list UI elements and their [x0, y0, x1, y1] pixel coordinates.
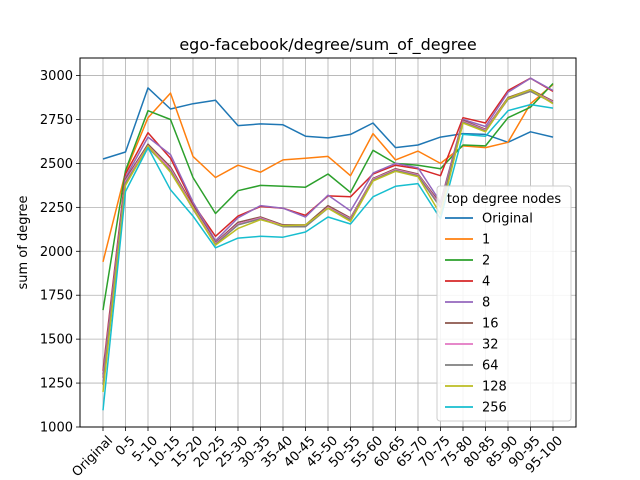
series-line-256	[102, 103, 554, 411]
y-tick-label: 1000	[40, 421, 73, 436]
x-axis: Original0-55-1010-1515-2020-2525-3030-35…	[69, 427, 566, 480]
legend-item-label: 8	[482, 296, 490, 311]
y-tick-label: 2750	[40, 113, 73, 128]
y-tick-label: 3000	[40, 69, 73, 84]
chart-title: ego-facebook/degree/sum_of_degree	[179, 35, 476, 55]
legend-item-label: 2	[482, 254, 490, 269]
legend-item-label: Original	[482, 212, 533, 227]
y-tick-label: 2500	[40, 157, 73, 172]
series-line-original	[102, 87, 554, 160]
series-line-8	[102, 77, 554, 375]
legend-box	[436, 185, 572, 422]
series-line-1	[102, 83, 554, 262]
series-line-2	[102, 82, 554, 311]
legend-item-label: 128	[482, 380, 507, 395]
y-tick-label: 1250	[40, 377, 73, 392]
legend-item-label: 256	[482, 401, 507, 416]
legend-item-label: 1	[482, 233, 490, 248]
legend-item-label: 64	[482, 359, 499, 374]
legend-title: top degree nodes	[447, 192, 562, 207]
legend: top degree nodes Original 1 2 4 8 16 32 64 128 256	[436, 185, 572, 422]
series-line-16	[102, 88, 554, 378]
y-axis-label: sum of degree	[16, 195, 31, 289]
x-tick-label: Original	[69, 433, 116, 480]
series-line-128	[102, 88, 554, 392]
legend-item-label: 16	[482, 317, 499, 332]
y-tick-label: 2250	[40, 201, 73, 216]
y-tick-label: 2000	[40, 245, 73, 260]
series-line-32	[102, 89, 554, 382]
series-group	[102, 77, 554, 411]
legend-item-label: 4	[482, 275, 490, 290]
y-tick-label: 1750	[40, 289, 73, 304]
legend-item-label: 32	[482, 338, 499, 353]
y-tick-label: 1500	[40, 333, 73, 348]
y-axis: 1000 1250 1500 1750 2000 2250 2500 2750 3000	[40, 69, 80, 436]
